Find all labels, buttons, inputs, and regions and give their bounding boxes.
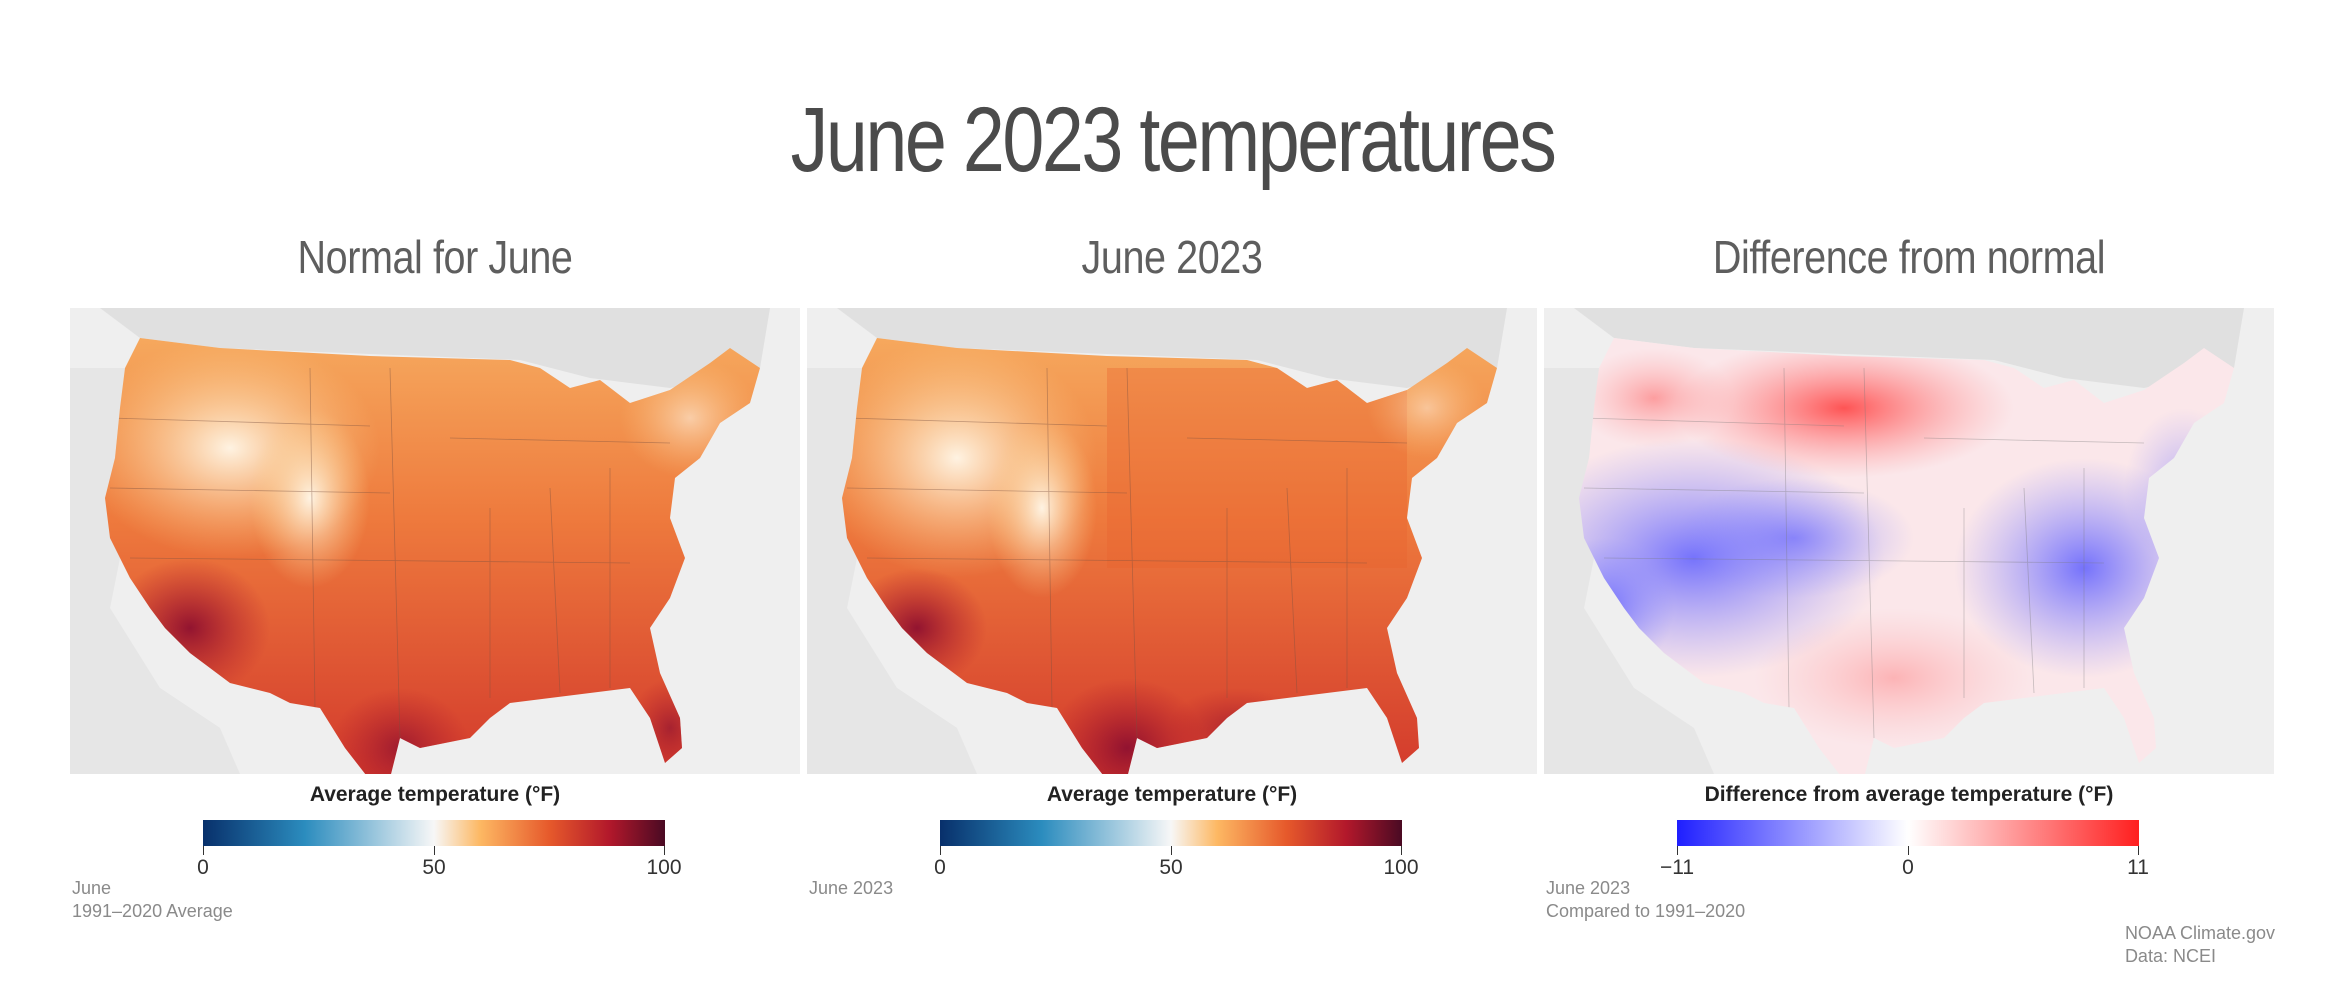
panel-title: Difference from normal (1712, 231, 2106, 283)
colorbar-tick-label: 0 (1902, 856, 1914, 879)
colorbar-tick-label: 11 (2127, 856, 2149, 879)
colorbar-tick-label: 0 (934, 856, 946, 879)
panel-footnote: June 2023 (809, 877, 893, 900)
colorbar-tick (434, 846, 435, 855)
footnote-line: 1991–2020 Average (72, 901, 233, 921)
footnote-line: June 2023 (1546, 878, 1631, 898)
normal-temperature-map (70, 308, 800, 774)
colorbar-tick (664, 846, 665, 855)
credit-line: Data: NCEI (2124, 946, 2216, 966)
panel-title: June 2023 (1081, 231, 1263, 283)
colorbar-tick (1171, 846, 1172, 855)
colorbar-tick-label: 50 (1159, 856, 1183, 879)
temperature-colorbar (940, 820, 1402, 846)
legend-title: Difference from average temperature (°F) (1704, 783, 2114, 806)
colorbar-tick-label: 100 (646, 856, 682, 879)
colorbar-tick (203, 846, 204, 855)
colorbar-tick (1677, 846, 1678, 855)
credit-line: NOAA Climate.gov (2124, 923, 2275, 943)
june-2023-temperature-map (807, 308, 1537, 774)
panel-normal: Normal for June Average temperature (°F)… (70, 230, 800, 950)
footnote-line: June 2023 (809, 878, 894, 898)
difference-colorbar (1677, 820, 2139, 846)
panel-june-2023: June 2023 Average temperature (°F) 0 50 … (807, 230, 1537, 950)
legend-title: Average temperature (°F) (309, 783, 561, 806)
temperature-difference-map (1544, 308, 2274, 774)
colorbar-tick (940, 846, 941, 855)
main-title: June 2023 temperatures (790, 89, 1557, 191)
colorbar-tick-label: −11 (1659, 856, 1695, 879)
legend-title: Average temperature (°F) (1046, 783, 1298, 806)
source-credit: NOAA Climate.gov Data: NCEI (2125, 922, 2275, 968)
colorbar-tick (1908, 846, 1909, 855)
footnote-line: June (72, 878, 112, 898)
panel-footnote: June 2023 Compared to 1991–2020 (1546, 877, 1745, 923)
colorbar-tick (1401, 846, 1402, 855)
colorbar-tick (2138, 846, 2139, 855)
panel-difference: Difference from normal Difference from a… (1544, 230, 2274, 950)
colorbar-tick-label: 50 (422, 856, 446, 879)
footnote-line: Compared to 1991–2020 (1546, 901, 1746, 921)
panel-footnote: June 1991–2020 Average (72, 877, 233, 923)
colorbar-tick-label: 100 (1383, 856, 1419, 879)
temperature-colorbar (203, 820, 665, 846)
colorbar-tick-label: 0 (197, 856, 209, 879)
panel-title: Normal for June (297, 231, 573, 283)
